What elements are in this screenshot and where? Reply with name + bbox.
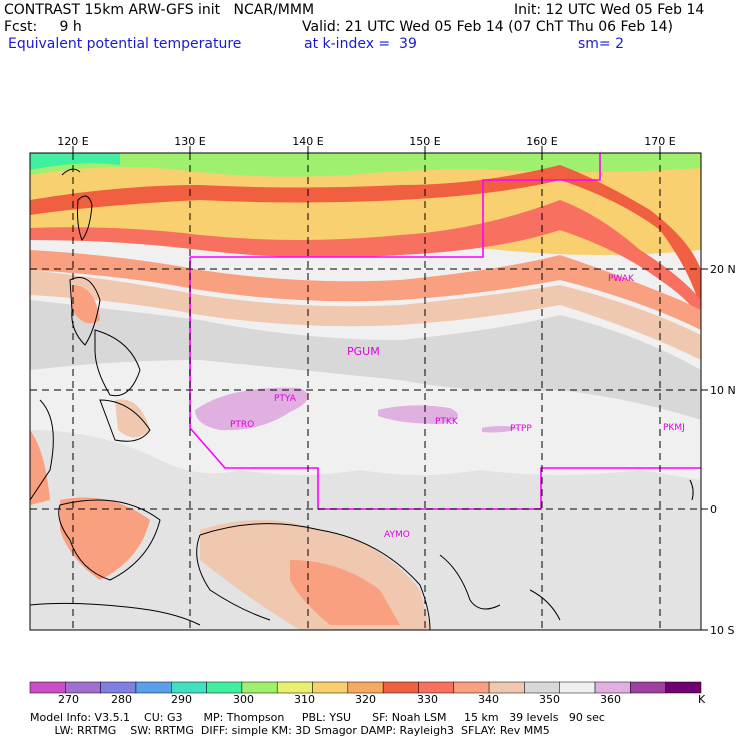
- colorbar-swatch: [312, 681, 349, 694]
- lon-label-150e: 150 E: [409, 135, 440, 148]
- lon-label-140e: 140 E: [292, 135, 323, 148]
- colorbar-swatch: [65, 681, 101, 694]
- field-name: Equivalent potential temperature: [8, 36, 242, 52]
- colorbar-swatch: [559, 681, 596, 694]
- colorbar-label-300: 300: [233, 693, 254, 706]
- colorbar-swatch: [524, 681, 560, 694]
- station-pkmj: PKMJ: [663, 423, 685, 433]
- model-info-line1: Model Info: V3.5.1 CU: G3 MP: Thompson P…: [30, 711, 605, 724]
- lon-label-170e: 170 E: [644, 135, 675, 148]
- station-ptya: PTYA: [274, 394, 297, 404]
- region-boundary: [189, 153, 701, 510]
- colorbar-swatch: [665, 681, 702, 694]
- lon-label-130e: 130 E: [174, 135, 205, 148]
- colorbar-swatch: [171, 681, 207, 694]
- lat-label-10s: 10 S: [710, 624, 734, 637]
- colorbar-swatch: [382, 681, 419, 694]
- model-info-line2: LW: RRTMG SW: RRTMG DIFF: simple KM: 3D …: [30, 724, 550, 737]
- colorbar-label-270: 270: [58, 693, 79, 706]
- colorbar-swatch: [100, 681, 137, 694]
- model-title: CONTRAST 15km ARW-GFS init NCAR/MMM: [4, 2, 315, 18]
- colorbar-label-290: 290: [171, 693, 192, 706]
- lat-label-equator: 0: [710, 503, 717, 516]
- axis-ticks: [72, 146, 708, 631]
- lon-label-160e: 160 E: [526, 135, 557, 148]
- station-pwak: PWAK: [608, 274, 635, 284]
- level-info: at k-index = 39: [304, 36, 417, 52]
- colorbar-swatch: [347, 681, 384, 694]
- coastlines: [30, 168, 694, 630]
- station-aymo: AYMO: [384, 530, 410, 540]
- colorbar-label-320: 320: [355, 693, 376, 706]
- station-ptpp: PTPP: [510, 424, 532, 434]
- colorbar-swatch: [453, 681, 490, 694]
- colorbar-swatch: [135, 681, 172, 694]
- colorbar-label-360: 360: [600, 693, 621, 706]
- colorbar-swatch: [206, 681, 243, 694]
- lon-label-120e: 120 E: [57, 135, 88, 148]
- lat-label-10n: 10 N: [710, 384, 736, 397]
- colorbar-swatch: [488, 681, 525, 694]
- colorbar-swatch: [594, 681, 631, 694]
- colorbar: [29, 681, 702, 694]
- init-time: Init: 12 UTC Wed 05 Feb 14: [514, 2, 705, 18]
- colorbar-unit: K: [698, 693, 706, 706]
- colorbar-swatch: [29, 681, 66, 694]
- colorbar-label-350: 350: [539, 693, 560, 706]
- colorbar-swatch: [276, 681, 313, 694]
- station-pgum: PGUM: [347, 345, 380, 358]
- map-field: [30, 153, 701, 630]
- colorbar-label-310: 310: [294, 693, 315, 706]
- station-ptro: PTRO: [230, 420, 254, 430]
- map-frame: [29, 152, 702, 631]
- colorbar-swatch: [630, 681, 666, 694]
- colorbar-swatch: [241, 681, 278, 694]
- colorbar-label-330: 330: [417, 693, 438, 706]
- smoothing-info: sm= 2: [578, 36, 625, 52]
- colorbar-label-340: 340: [478, 693, 499, 706]
- colorbar-label-280: 280: [111, 693, 132, 706]
- valid-time: Valid: 21 UTC Wed 05 Feb 14 (07 ChT Thu …: [302, 19, 674, 35]
- station-ptkk: PTKK: [435, 417, 459, 427]
- colorbar-swatch: [418, 681, 455, 694]
- forecast-hour: Fcst: 9 h: [4, 19, 82, 35]
- lat-label-20n: 20 N: [710, 263, 736, 276]
- lat-lon-grid: [30, 153, 701, 630]
